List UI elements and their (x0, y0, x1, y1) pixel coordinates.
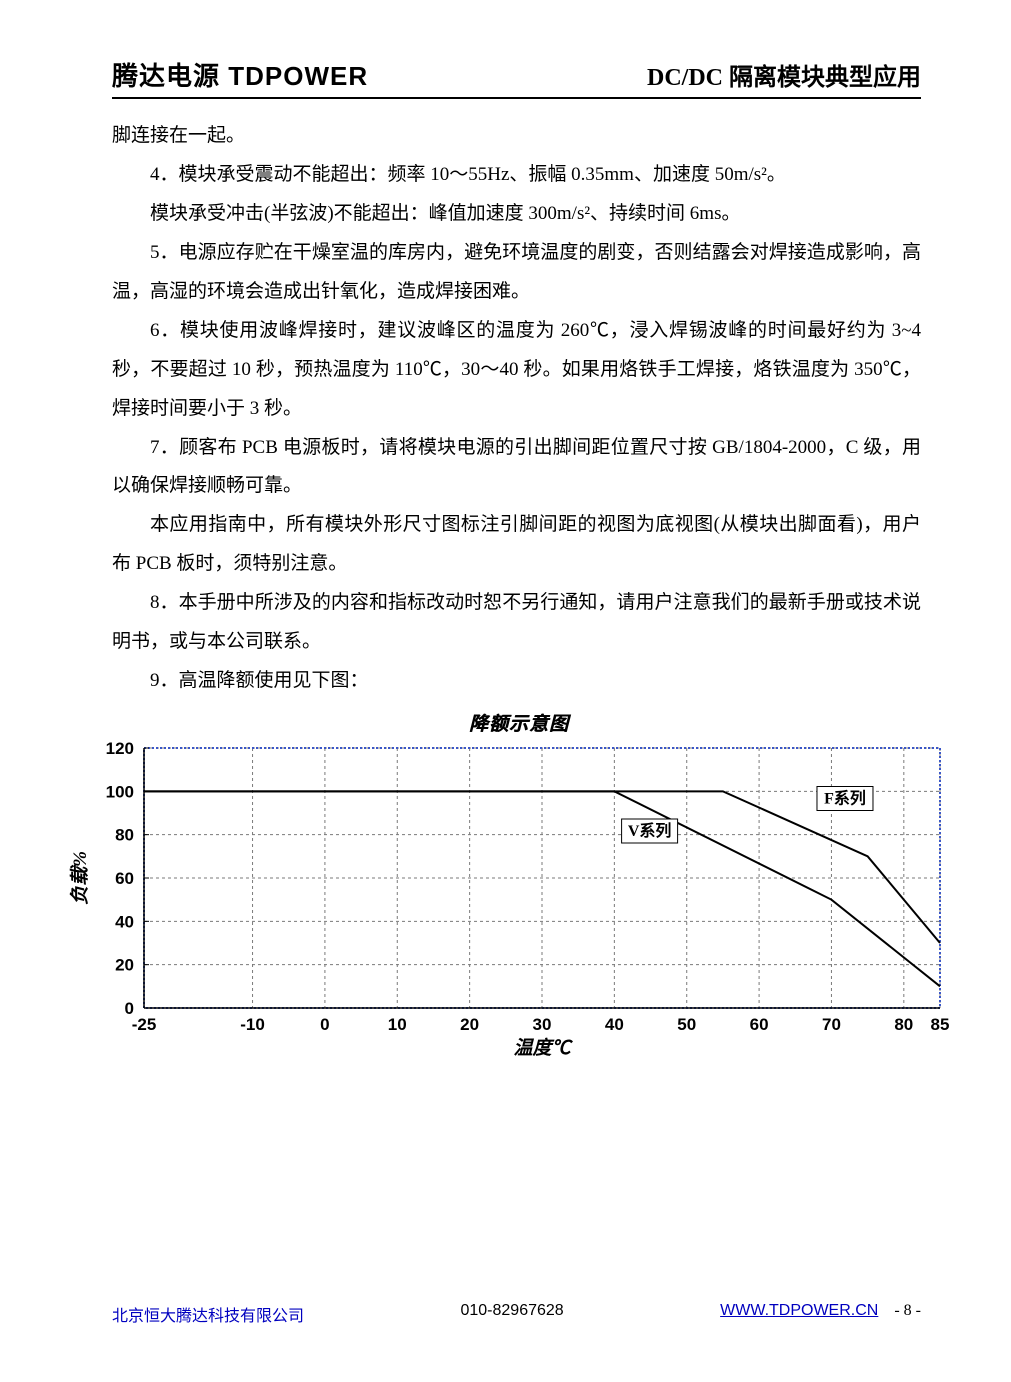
svg-text:60: 60 (115, 869, 134, 888)
page-footer: 北京恒大腾达科技有限公司 010-82967628 WWW.TDPOWER.CN… (112, 1302, 921, 1326)
svg-text:60: 60 (750, 1015, 769, 1034)
footer-right: WWW.TDPOWER.CN - 8 - (720, 1302, 921, 1326)
paragraph: 7．顾客布 PCB 电源板时，请将模块电源的引出脚间距位置尺寸按 GB/1804… (112, 429, 921, 507)
footer-link[interactable]: WWW.TDPOWER.CN (720, 1302, 878, 1319)
paragraph: 本应用指南中，所有模块外形尺寸图标注引脚间距的视图为底视图(从模块出脚面看)，用… (112, 506, 921, 584)
paragraph: 脚连接在一起。 (112, 117, 921, 156)
svg-text:80: 80 (115, 826, 134, 845)
svg-text:100: 100 (106, 782, 134, 801)
footer-phone: 010-82967628 (460, 1302, 563, 1326)
svg-text:-25: -25 (132, 1015, 157, 1034)
header-brand: 腾达电源 TDPOWER (112, 56, 368, 93)
svg-text:85: 85 (931, 1015, 950, 1034)
svg-text:20: 20 (460, 1015, 479, 1034)
svg-text:0: 0 (320, 1015, 329, 1034)
svg-text:V系列: V系列 (628, 821, 672, 840)
chart-svg: -25 -10 0 10 20 30 40 50 60 70 80 85 0 20 40 60 80 100 120… (62, 738, 952, 1068)
paragraph: 6．模块使用波峰焊接时，建议波峰区的温度为 260℃，浸入焊锡波峰的时间最好约为… (112, 312, 921, 429)
footer-page: - 8 - (894, 1302, 921, 1319)
paragraph: 4．模块承受震动不能超出：频率 10～55Hz、振幅 0.35mm、加速度 50… (112, 156, 921, 195)
paragraph: 8．本手册中所涉及的内容和指标改动时恕不另行通知，请用户注意我们的最新手册或技术… (112, 584, 921, 662)
svg-text:温度℃: 温度℃ (513, 1037, 573, 1059)
body-text: 脚连接在一起。4．模块承受震动不能超出：频率 10～55Hz、振幅 0.35mm… (112, 117, 921, 701)
derating-chart: 降额示意图 -25-100102030405060708085020406080… (62, 709, 921, 1068)
footer-company: 北京恒大腾达科技有限公司 (112, 1302, 304, 1326)
paragraph: 模块承受冲击(半弦波)不能超出：峰值加速度 300m/s²、持续时间 6ms。 (112, 195, 921, 234)
svg-text:0: 0 (125, 999, 134, 1018)
page-header: 腾达电源 TDPOWER DC/DC 隔离模块典型应用 (112, 56, 921, 99)
svg-text:20: 20 (115, 956, 134, 975)
paragraph: 9．高温降额使用见下图： (112, 662, 921, 701)
svg-text:40: 40 (605, 1015, 624, 1034)
svg-text:120: 120 (106, 739, 134, 758)
chart-title: 降额示意图 (117, 709, 921, 736)
svg-text:70: 70 (822, 1015, 841, 1034)
svg-text:负载%: 负载% (69, 851, 91, 905)
header-title: DC/DC 隔离模块典型应用 (647, 57, 921, 92)
svg-text:80: 80 (894, 1015, 913, 1034)
svg-text:10: 10 (388, 1015, 407, 1034)
svg-text:30: 30 (533, 1015, 552, 1034)
svg-text:F系列: F系列 (824, 789, 866, 808)
svg-text:40: 40 (115, 912, 134, 931)
paragraph: 5．电源应存贮在干燥室温的库房内，避免环境温度的剧变，否则结露会对焊接造成影响，… (112, 234, 921, 312)
svg-text:-10: -10 (240, 1015, 265, 1034)
svg-text:50: 50 (677, 1015, 696, 1034)
